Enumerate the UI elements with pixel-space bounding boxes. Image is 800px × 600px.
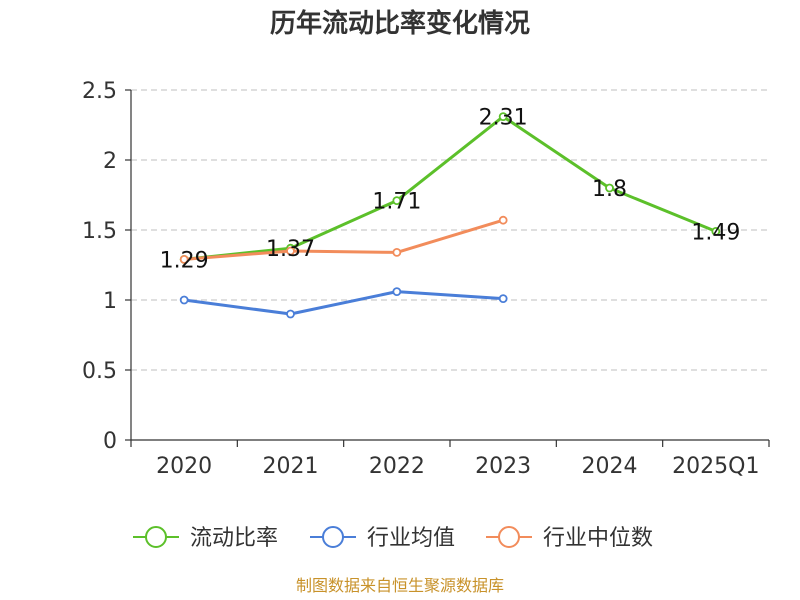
legend-marker-icon <box>498 526 520 548</box>
x-tick-label: 2021 <box>263 454 319 479</box>
legend-item[interactable]: 行业均值 <box>310 526 455 551</box>
data-label: 1.29 <box>160 248 209 273</box>
x-tick-label: 2024 <box>582 454 638 479</box>
data-label: 1.71 <box>372 190 421 215</box>
data-label: 1.49 <box>691 220 740 245</box>
x-tick-label: 2025Q1 <box>672 454 759 479</box>
y-tick-label: 1 <box>103 289 117 314</box>
source-note: 制图数据来自恒生聚源数据库 <box>296 576 504 595</box>
x-tick-label: 2023 <box>475 454 531 479</box>
legend-marker-icon <box>145 526 167 548</box>
y-tick-label: 2.5 <box>82 79 117 104</box>
data-label: 2.31 <box>479 106 528 131</box>
legend-label: 行业中位数 <box>543 526 653 551</box>
series-line-2 <box>183 290 504 316</box>
grid-lines <box>131 89 769 371</box>
y-tick-label: 0.5 <box>82 359 117 384</box>
data-point[interactable] <box>179 295 189 305</box>
legend[interactable]: 流动比率 行业均值 行业中位数 <box>133 526 653 551</box>
x-tick-label: 2022 <box>369 454 425 479</box>
legend-item[interactable]: 行业中位数 <box>486 526 653 551</box>
x-tick-label: 2020 <box>156 454 212 479</box>
data-point[interactable] <box>498 215 508 225</box>
axes: 0 0.5 1 1.5 2 2.5 2020 2021 2022 2023 2024 2025Q1 <box>82 79 770 479</box>
legend-label: 流动比率 <box>190 526 278 551</box>
y-tick-label: 0 <box>103 429 117 454</box>
legend-item[interactable]: 流动比率 <box>133 526 278 551</box>
legend-label: 行业均值 <box>367 526 455 551</box>
data-point[interactable] <box>711 226 721 236</box>
data-labels: 1.29 1.37 1.71 2.31 1.8 1.49 <box>160 106 741 274</box>
data-point[interactable] <box>392 287 402 297</box>
series-group <box>179 112 721 319</box>
series-line-3 <box>184 218 504 261</box>
data-point[interactable] <box>286 246 295 256</box>
data-point[interactable] <box>605 183 614 193</box>
data-point[interactable] <box>179 254 189 264</box>
series-line-1 <box>184 115 717 261</box>
data-label: 1.37 <box>266 237 315 262</box>
data-point[interactable] <box>498 112 508 121</box>
data-label: 1.8 <box>592 177 627 202</box>
data-point[interactable] <box>392 196 402 206</box>
data-point[interactable] <box>392 247 402 257</box>
chart-title: 历年流动比率变化情况 <box>270 8 530 39</box>
data-point[interactable] <box>286 309 295 319</box>
y-tick-label: 1.5 <box>82 219 117 244</box>
y-tick-label: 2 <box>103 149 117 174</box>
legend-marker-icon <box>322 526 344 548</box>
data-point[interactable] <box>498 294 508 304</box>
